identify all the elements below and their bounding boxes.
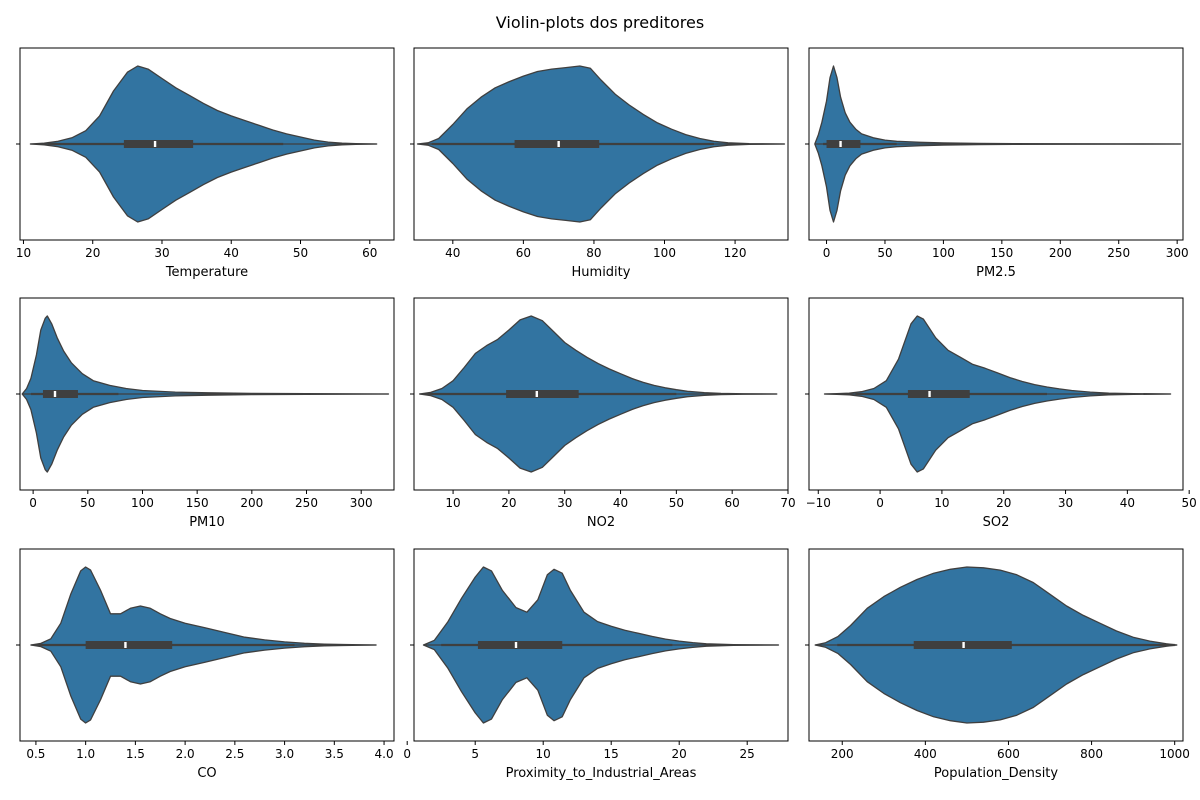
x-tick-label: 20 xyxy=(501,496,516,510)
subplot-co: 0.5 1.0 1.5 2.0 2.5 3.0 3.5 4.0 CO xyxy=(16,548,395,781)
x-tick-label: 150 xyxy=(186,496,209,510)
x-tick-label: 200 xyxy=(1049,246,1072,260)
x-tick-label: 30 xyxy=(1058,496,1073,510)
x-tick-label: 60 xyxy=(362,246,377,260)
x-tick-label: 1.5 xyxy=(126,747,145,761)
median-marker xyxy=(153,141,157,147)
x-tick-label: 0 xyxy=(29,496,37,510)
x-tick-label: 40 xyxy=(613,496,628,510)
x-tick-label: 60 xyxy=(516,246,531,260)
x-tick-label: 20 xyxy=(672,747,687,761)
x-tick-label: 4.0 xyxy=(375,747,394,761)
x-tick-label: 150 xyxy=(990,246,1013,260)
x-tick-label: 2.0 xyxy=(176,747,195,761)
x-tick-label: 300 xyxy=(350,496,373,510)
median-marker xyxy=(928,391,931,397)
x-tick-label: 2.5 xyxy=(225,747,244,761)
x-tick-label: 10 xyxy=(934,496,949,510)
x-tick-label: 1.0 xyxy=(76,747,95,761)
x-tick-label: 50 xyxy=(1182,496,1197,510)
x-tick-label: 250 xyxy=(295,496,318,510)
x-tick-label: 70 xyxy=(780,496,795,510)
subplot-proximity-to-industrial-areas: 0 5 10 15 20 25 Proximity_to_Industrial_Areas xyxy=(403,548,789,781)
x-tick-label: 25 xyxy=(740,747,755,761)
median-marker xyxy=(535,391,539,397)
x-tick-label: 200 xyxy=(240,496,263,510)
x-tick-label: 0.5 xyxy=(26,747,45,761)
x-tick-label: 250 xyxy=(1107,246,1130,260)
x-tick-label: 600 xyxy=(997,747,1020,761)
x-tick-label: 50 xyxy=(293,246,308,260)
x-axis-label: Population_Density xyxy=(934,766,1059,781)
x-tick-label: 0 xyxy=(823,246,831,260)
x-tick-label: 80 xyxy=(586,246,601,260)
x-tick-label: 1000 xyxy=(1159,747,1190,761)
subplot-humidity: 40 60 80 100 120 Humidity xyxy=(410,47,789,280)
x-tick-label: 0 xyxy=(403,747,411,761)
subplot-so2: −10 0 10 20 30 40 50 SO2 xyxy=(805,297,1197,530)
iqr-box xyxy=(826,140,861,148)
median-marker xyxy=(514,642,518,648)
x-axis-label: Humidity xyxy=(572,265,631,280)
subplot-population-density: 200 400 600 800 1000 Population_Density xyxy=(805,548,1190,781)
x-tick-label: 3.0 xyxy=(275,747,294,761)
iqr-box xyxy=(506,390,579,398)
median-marker xyxy=(839,141,842,147)
x-tick-label: 50 xyxy=(877,246,892,260)
x-axis-label: PM2.5 xyxy=(976,265,1016,280)
x-tick-label: 120 xyxy=(724,246,747,260)
x-axis-label: Proximity_to_Industrial_Areas xyxy=(506,766,697,781)
iqr-box xyxy=(477,641,563,649)
x-tick-label: 800 xyxy=(1080,747,1103,761)
figure-title: Violin-plots dos preditores xyxy=(495,13,705,32)
x-tick-label: 40 xyxy=(1120,496,1135,510)
x-axis-label: CO xyxy=(197,766,216,781)
subplot-pm10: 0 50 100 150 200 250 300 PM10 xyxy=(16,297,395,530)
median-marker xyxy=(557,141,560,147)
x-tick-label: 40 xyxy=(224,246,239,260)
x-tick-label: 40 xyxy=(445,246,460,260)
iqr-box xyxy=(42,390,78,398)
iqr-box xyxy=(123,140,194,148)
median-marker xyxy=(124,642,127,648)
x-tick-label: 100 xyxy=(932,246,955,260)
median-marker xyxy=(53,391,57,397)
x-tick-label: 10 xyxy=(16,246,31,260)
subplot-no2: 10 20 30 40 50 60 70 NO2 xyxy=(410,297,796,530)
x-tick-label: 50 xyxy=(80,496,95,510)
x-tick-label: 30 xyxy=(557,496,572,510)
x-tick-label: 5 xyxy=(471,747,479,761)
subplot-temperature: 10 20 30 40 50 60 Temperature xyxy=(16,47,395,280)
x-tick-label: 300 xyxy=(1166,246,1189,260)
median-marker xyxy=(962,642,965,648)
x-tick-label: 0 xyxy=(876,496,884,510)
x-axis-label: SO2 xyxy=(983,515,1010,530)
x-axis-label: NO2 xyxy=(587,515,615,530)
iqr-box xyxy=(907,390,970,398)
iqr-box xyxy=(514,140,600,148)
x-tick-label: 20 xyxy=(85,246,100,260)
x-tick-label: 3.5 xyxy=(325,747,344,761)
iqr-box xyxy=(85,641,173,649)
x-tick-label: 200 xyxy=(831,747,854,761)
x-tick-label: −10 xyxy=(806,496,831,510)
x-tick-label: 10 xyxy=(445,496,460,510)
x-tick-label: 60 xyxy=(725,496,740,510)
x-tick-label: 15 xyxy=(604,747,619,761)
x-axis-label: Temperature xyxy=(165,265,248,280)
x-tick-label: 20 xyxy=(996,496,1011,510)
x-tick-label: 30 xyxy=(154,246,169,260)
x-tick-label: 50 xyxy=(669,496,684,510)
x-tick-label: 100 xyxy=(131,496,154,510)
x-tick-label: 400 xyxy=(914,747,937,761)
x-tick-label: 100 xyxy=(653,246,676,260)
subplot-pm2-5: 0 50 100 150 200 250 300 PM2.5 xyxy=(805,47,1189,280)
x-axis-label: PM10 xyxy=(189,515,225,530)
x-tick-label: 10 xyxy=(536,747,551,761)
